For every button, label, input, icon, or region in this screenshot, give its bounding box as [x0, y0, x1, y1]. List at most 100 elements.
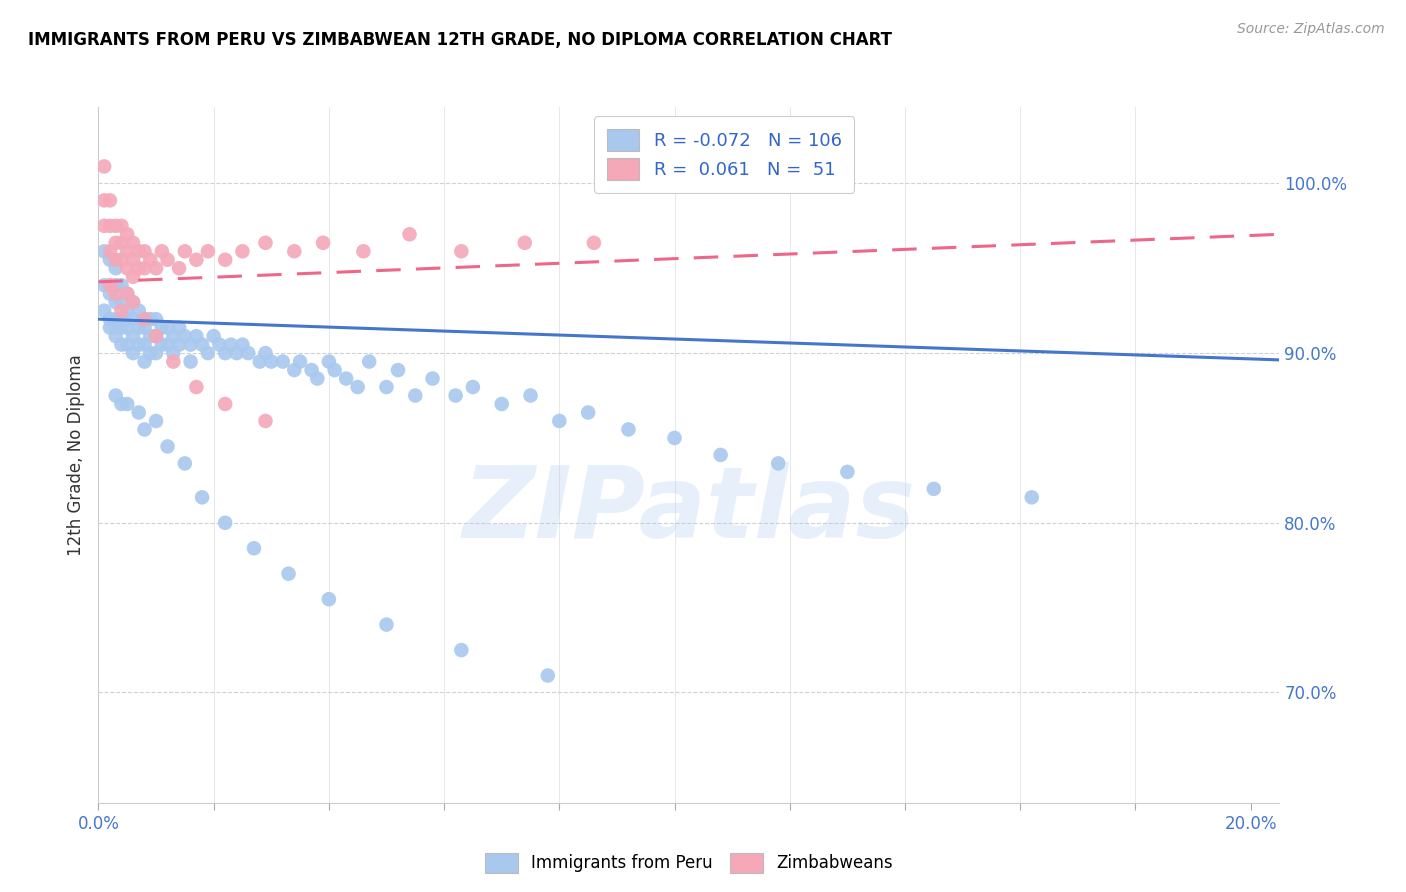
Point	[537, 668, 560, 682]
Point	[110, 278, 132, 293]
Point	[93, 194, 115, 208]
Point	[318, 354, 340, 368]
Point	[110, 295, 132, 310]
Point	[104, 252, 127, 267]
Point	[225, 346, 247, 360]
Point	[93, 278, 115, 293]
Point	[104, 320, 127, 334]
Point	[162, 346, 184, 360]
Point	[318, 592, 340, 607]
Point	[128, 261, 150, 276]
Point	[156, 252, 179, 267]
Point	[173, 457, 195, 471]
Point	[150, 244, 173, 259]
Point	[128, 320, 150, 334]
Point	[98, 312, 121, 326]
Point	[173, 329, 195, 343]
Point	[167, 261, 190, 276]
Legend: Immigrants from Peru, Zimbabweans: Immigrants from Peru, Zimbabweans	[478, 847, 900, 880]
Point	[352, 244, 374, 259]
Point	[104, 295, 127, 310]
Point	[710, 448, 733, 462]
Point	[837, 465, 859, 479]
Point	[122, 235, 145, 250]
Point	[122, 252, 145, 267]
Y-axis label: 12th Grade, No Diploma: 12th Grade, No Diploma	[66, 354, 84, 556]
Point	[283, 363, 305, 377]
Point	[110, 303, 132, 318]
Point	[162, 354, 184, 368]
Text: IMMIGRANTS FROM PERU VS ZIMBABWEAN 12TH GRADE, NO DIPLOMA CORRELATION CHART: IMMIGRANTS FROM PERU VS ZIMBABWEAN 12TH …	[28, 31, 893, 49]
Point	[156, 337, 179, 351]
Point	[576, 405, 599, 419]
Point	[156, 439, 179, 453]
Point	[134, 354, 156, 368]
Point	[359, 354, 381, 368]
Point	[115, 286, 138, 301]
Point	[375, 617, 398, 632]
Point	[110, 320, 132, 334]
Point	[167, 320, 190, 334]
Point	[122, 269, 145, 284]
Point	[104, 261, 127, 276]
Point	[98, 244, 121, 259]
Point	[197, 346, 219, 360]
Point	[346, 380, 368, 394]
Point	[115, 244, 138, 259]
Point	[312, 235, 335, 250]
Point	[98, 286, 121, 301]
Point	[582, 235, 605, 250]
Text: Source: ZipAtlas.com: Source: ZipAtlas.com	[1237, 22, 1385, 37]
Point	[450, 244, 472, 259]
Point	[664, 431, 686, 445]
Point	[450, 643, 472, 657]
Point	[617, 422, 640, 436]
Point	[145, 414, 167, 428]
Point	[128, 244, 150, 259]
Point	[128, 405, 150, 419]
Point	[115, 303, 138, 318]
Point	[115, 337, 138, 351]
Point	[156, 320, 179, 334]
Point	[128, 337, 150, 351]
Point	[110, 219, 132, 233]
Point	[254, 346, 277, 360]
Point	[335, 371, 357, 385]
Point	[104, 219, 127, 233]
Point	[122, 295, 145, 310]
Point	[375, 380, 398, 394]
Point	[254, 235, 277, 250]
Point	[110, 337, 132, 351]
Point	[238, 346, 260, 360]
Point	[110, 235, 132, 250]
Point	[115, 227, 138, 242]
Point	[404, 388, 426, 402]
Point	[115, 320, 138, 334]
Point	[93, 160, 115, 174]
Point	[214, 397, 236, 411]
Point	[104, 286, 127, 301]
Point	[104, 388, 127, 402]
Point	[98, 320, 121, 334]
Point	[162, 329, 184, 343]
Point	[115, 286, 138, 301]
Point	[139, 252, 162, 267]
Point	[922, 482, 945, 496]
Point	[98, 278, 121, 293]
Point	[122, 329, 145, 343]
Point	[134, 422, 156, 436]
Point	[208, 337, 231, 351]
Point	[122, 346, 145, 360]
Point	[110, 252, 132, 267]
Point	[115, 397, 138, 411]
Point	[231, 244, 253, 259]
Point	[231, 337, 253, 351]
Point	[214, 516, 236, 530]
Point	[122, 312, 145, 326]
Point	[134, 337, 156, 351]
Point	[104, 278, 127, 293]
Point	[139, 346, 162, 360]
Point	[145, 261, 167, 276]
Point	[186, 252, 208, 267]
Point	[134, 320, 156, 334]
